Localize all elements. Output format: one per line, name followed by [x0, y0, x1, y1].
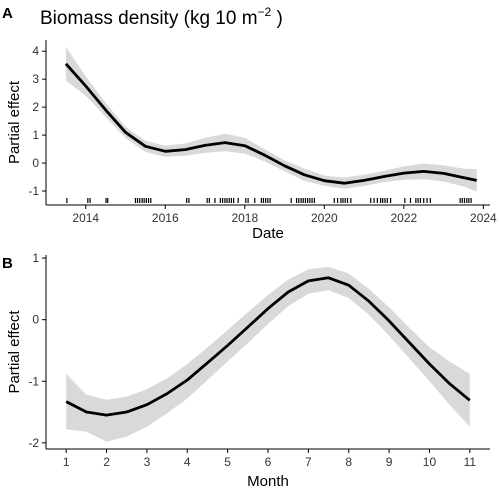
panel-b-y-tick-label: -1	[28, 374, 39, 388]
panel-a-letter: A	[2, 5, 13, 22]
panel-b-x-tick-label: 1	[63, 455, 70, 469]
panel-a-x-tick-label: 2024	[470, 211, 497, 225]
panel-b-y-tick-label: 1	[32, 251, 39, 265]
panel-a-y-tick-label: 2	[32, 100, 39, 114]
panel-a-y-tick-label: 4	[32, 44, 39, 58]
panel-b-x-tick-label: 11	[464, 455, 477, 469]
panel-b-x-tick-label: 6	[265, 455, 272, 469]
chart-title-main: Biomass density (kg 10 m	[40, 8, 258, 29]
panel-a-y-tick-label: 1	[32, 128, 39, 142]
panel-a-x-tick-label: 2022	[390, 211, 417, 225]
panel-a-x-tick-label: 2014	[72, 211, 99, 225]
panel-b-confidence-band	[66, 266, 470, 442]
panel-b-y-tick-label: 0	[32, 313, 39, 327]
panel-b-y-axis-title: Partial effect	[6, 310, 23, 394]
panel-b-x-tick-label: 5	[224, 455, 231, 469]
panel-b-x-tick-label: 9	[386, 455, 393, 469]
panel-a-x-axis-title: Date	[252, 225, 284, 242]
panel-a-x-tick-label: 2016	[152, 211, 179, 225]
chart-title-suffix: )	[271, 8, 283, 29]
panel-a-confidence-band	[65, 47, 477, 192]
panel-b-y-tick-label: -2	[28, 436, 39, 450]
panel-a-smooth-line	[64, 62, 477, 185]
chart-title-superscript: −2	[258, 5, 272, 19]
panel-a-y-tick-label: 0	[32, 156, 39, 170]
panel-a-y-tick-label: 3	[32, 72, 39, 86]
panel-b-x-tick-label: 4	[184, 455, 191, 469]
panel-b-x-axis-title: Month	[247, 473, 289, 490]
panel-b-x-tick-label: 2	[103, 455, 110, 469]
panel-a: -1 0 1 2 3 4 2014 2016 2018 2020 2022 2024 Date Parti…	[6, 40, 497, 242]
panel-a-x-tick-label: 2020	[311, 211, 338, 225]
panel-b-x-tick-label: 7	[305, 455, 312, 469]
panel-a-y-axis-title: Partial effect	[6, 80, 23, 164]
panel-b-x-tick-label: 10	[423, 455, 437, 469]
panel-b-letter: B	[2, 255, 13, 272]
chart-title: Biomass density (kg 10 m−2 )	[40, 5, 283, 29]
panel-a-y-tick-label: -1	[28, 184, 39, 198]
panel-b-x-tick-label: 8	[345, 455, 352, 469]
panel-b-smooth-line	[65, 276, 471, 417]
panel-a-x-tick-label: 2018	[231, 211, 258, 225]
panel-b-x-tick-label: 3	[144, 455, 151, 469]
